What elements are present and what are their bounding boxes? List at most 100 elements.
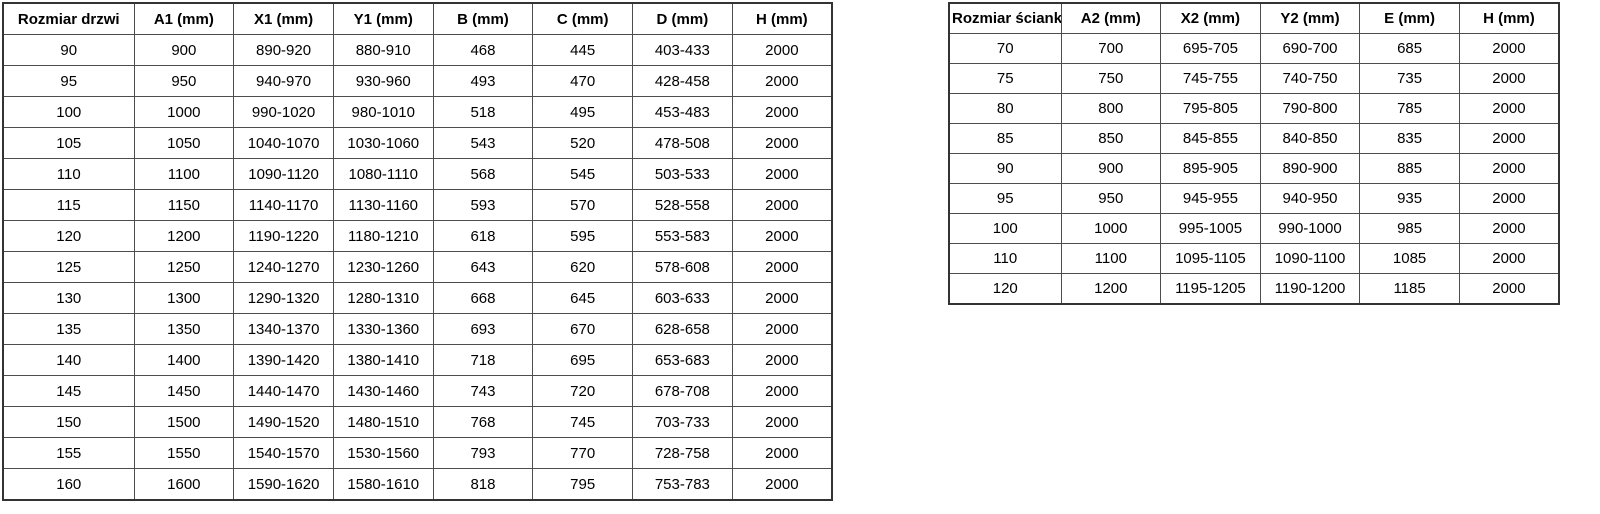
- column-header: Rozmiar drzwi: [2, 2, 135, 35]
- table-cell: 1200: [1060, 273, 1162, 305]
- table-cell: 1080-1110: [332, 158, 434, 190]
- table-cell: 1085: [1359, 243, 1460, 274]
- table-cell: 545: [532, 158, 634, 190]
- table-cell: 1600: [133, 468, 235, 501]
- table-cell: 1250: [133, 251, 235, 283]
- table-cell: 1230-1260: [332, 251, 434, 283]
- table-row: 100 1000 990-1020 980-1010 518 495 453-483 2000: [2, 96, 833, 128]
- table-cell: 720: [532, 375, 634, 407]
- table-cell: 750: [1060, 63, 1162, 94]
- table-cell: 140: [2, 344, 135, 376]
- table-cell: 2000: [731, 406, 833, 438]
- table-cell: 1090-1100: [1259, 243, 1361, 274]
- table-cell: 130: [2, 282, 135, 314]
- table-cell: 2000: [731, 220, 833, 252]
- table-cell: 940-970: [233, 65, 334, 97]
- column-header: B (mm): [432, 2, 534, 35]
- table-row: 70 700 695-705 690-700 685 2000: [948, 33, 1560, 64]
- header-row: Rozmiar drzwi A1 (mm) X1 (mm) Y1 (mm) B (mm)…: [2, 2, 833, 35]
- table-cell: 95: [948, 183, 1062, 214]
- table-cell: 478-508: [632, 127, 733, 159]
- table-cell: 840-850: [1259, 123, 1361, 154]
- table-cell: 1440-1470: [233, 375, 334, 407]
- table-cell: 1490-1520: [233, 406, 334, 438]
- table-cell: 2000: [731, 282, 833, 314]
- table-cell: 145: [2, 375, 135, 407]
- table-row: 160 1600 1590-1620 1580-1610 818 795 753-783 20…: [2, 468, 833, 501]
- table-cell: 70: [948, 33, 1062, 64]
- table-cell: 120: [2, 220, 135, 252]
- table-cell: 745-755: [1160, 63, 1261, 94]
- table-cell: 768: [432, 406, 534, 438]
- table-cell: 890-900: [1259, 153, 1361, 184]
- door-sizes-table-body: 90 900 890-920 880-910 468 445 403-433 2000 95 95…: [2, 34, 833, 501]
- table-cell: 120: [948, 273, 1062, 305]
- table-cell: 105: [2, 127, 135, 159]
- table-cell: 110: [948, 243, 1062, 274]
- table-row: 125 1250 1240-1270 1230-1260 643 620 578-608 20…: [2, 251, 833, 283]
- table-row: 95 950 940-970 930-960 493 470 428-458 2000: [2, 65, 833, 97]
- table-row: 85 850 845-855 840-850 835 2000: [948, 123, 1560, 154]
- table-cell: 403-433: [632, 34, 733, 66]
- table-cell: 2000: [731, 127, 833, 159]
- table-row: 110 1100 1090-1120 1080-1110 568 545 503-533 20…: [2, 158, 833, 190]
- table-cell: 620: [532, 251, 634, 283]
- table-cell: 503-533: [632, 158, 733, 190]
- table-cell: 618: [432, 220, 534, 252]
- table-cell: 1090-1120: [233, 158, 334, 190]
- table-cell: 470: [532, 65, 634, 97]
- table-cell: 740-750: [1259, 63, 1361, 94]
- table-cell: 578-608: [632, 251, 733, 283]
- table-cell: 85: [948, 123, 1062, 154]
- table-row: 115 1150 1140-1170 1130-1160 593 570 528-558 20…: [2, 189, 833, 221]
- table-row: 135 1350 1340-1370 1330-1360 693 670 628-658 20…: [2, 313, 833, 345]
- column-header: Y2 (mm): [1259, 2, 1361, 34]
- table-cell: 1290-1320: [233, 282, 334, 314]
- table-cell: 2000: [1458, 123, 1560, 154]
- column-header: Y1 (mm): [332, 2, 434, 35]
- table-cell: 668: [432, 282, 534, 314]
- table-cell: 1350: [133, 313, 235, 345]
- table-cell: 1500: [133, 406, 235, 438]
- wall-panel-sizes-table: Rozmiar ścianki A2 (mm) X2 (mm) Y2 (mm) E (m…: [948, 2, 1560, 305]
- table-cell: 685: [1359, 33, 1460, 64]
- table-cell: 2000: [1458, 93, 1560, 124]
- table-cell: 603-633: [632, 282, 733, 314]
- table-cell: 2000: [1458, 213, 1560, 244]
- table-cell: 985: [1359, 213, 1460, 244]
- table-row: 105 1050 1040-1070 1030-1060 543 520 478-508 20…: [2, 127, 833, 159]
- table-cell: 2000: [731, 375, 833, 407]
- table-cell: 940-950: [1259, 183, 1361, 214]
- table-cell: 695-705: [1160, 33, 1261, 64]
- table-cell: 1040-1070: [233, 127, 334, 159]
- table-cell: 2000: [731, 158, 833, 190]
- table-cell: 1400: [133, 344, 235, 376]
- table-cell: 945-955: [1160, 183, 1261, 214]
- table-cell: 1450: [133, 375, 235, 407]
- table-cell: 1000: [133, 96, 235, 128]
- table-row: 80 800 795-805 790-800 785 2000: [948, 93, 1560, 124]
- table-cell: 678-708: [632, 375, 733, 407]
- table-row: 95 950 945-955 940-950 935 2000: [948, 183, 1560, 214]
- table-cell: 1430-1460: [332, 375, 434, 407]
- table-cell: 2000: [731, 251, 833, 283]
- table-cell: 495: [532, 96, 634, 128]
- table-cell: 1130-1160: [332, 189, 434, 221]
- table-cell: 653-683: [632, 344, 733, 376]
- wall-panel-sizes-table-body: 70 700 695-705 690-700 685 2000 75 750 745-755 74…: [948, 33, 1560, 305]
- table-cell: 115: [2, 189, 135, 221]
- table-cell: 995-1005: [1160, 213, 1261, 244]
- table-cell: 90: [948, 153, 1062, 184]
- table-row: 90 900 890-920 880-910 468 445 403-433 2000: [2, 34, 833, 66]
- table-cell: 553-583: [632, 220, 733, 252]
- table-cell: 1280-1310: [332, 282, 434, 314]
- table-cell: 1480-1510: [332, 406, 434, 438]
- table-cell: 2000: [731, 468, 833, 501]
- table-cell: 568: [432, 158, 534, 190]
- table-cell: 595: [532, 220, 634, 252]
- table-cell: 880-910: [332, 34, 434, 66]
- table-cell: 160: [2, 468, 135, 501]
- header-row: Rozmiar ścianki A2 (mm) X2 (mm) Y2 (mm) E (m…: [948, 2, 1560, 34]
- table-cell: 795-805: [1160, 93, 1261, 124]
- table-cell: 700: [1060, 33, 1162, 64]
